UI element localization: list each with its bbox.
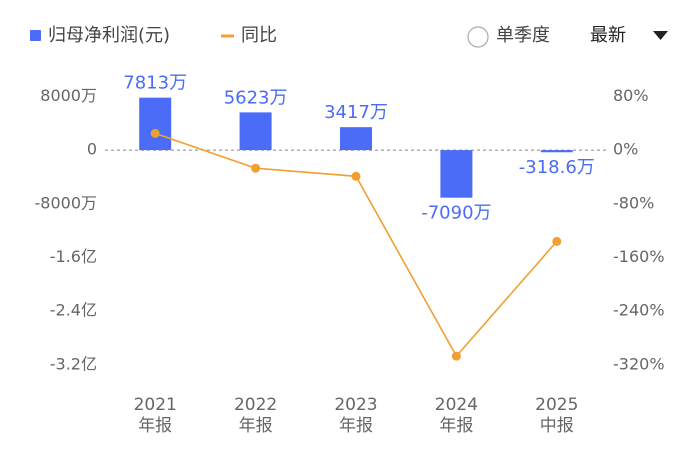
value-label: 3417万 bbox=[324, 102, 388, 123]
x-tick-label: 年报 bbox=[138, 416, 172, 436]
y2-tick-label: 0% bbox=[613, 140, 638, 159]
y-tick-label: -2.4亿 bbox=[50, 301, 97, 320]
x-tick-label: 年报 bbox=[439, 416, 473, 436]
dropdown-arrow[interactable] bbox=[653, 31, 668, 40]
toggle-label[interactable]: 单季度 bbox=[496, 25, 550, 46]
point bbox=[351, 171, 361, 181]
y-tick-label: -3.2亿 bbox=[50, 354, 97, 373]
y-tick-label: -1.6亿 bbox=[50, 247, 97, 266]
x-tick-label: 2024 bbox=[435, 395, 478, 415]
x-tick-label: 年报 bbox=[239, 416, 273, 436]
x-tick-label: 中报 bbox=[540, 416, 574, 436]
y2-tick-label: -320% bbox=[613, 354, 665, 373]
x-tick-label: 2025 bbox=[535, 395, 578, 415]
y2-tick-label: -240% bbox=[613, 301, 665, 320]
value-label: 5623万 bbox=[224, 87, 288, 108]
point bbox=[150, 128, 160, 138]
x-tick-label: 2022 bbox=[234, 395, 277, 415]
bar bbox=[239, 112, 272, 151]
x-tick-label: 2023 bbox=[334, 395, 377, 415]
legend-swatch bbox=[30, 30, 41, 41]
legend-label: 同比 bbox=[241, 25, 277, 46]
value-label: -318.6万 bbox=[519, 157, 595, 178]
bar bbox=[139, 97, 172, 151]
point bbox=[451, 351, 461, 361]
x-tick-label: 年报 bbox=[339, 416, 373, 436]
point bbox=[251, 163, 261, 173]
toggle[interactable]: 单季度 bbox=[467, 25, 550, 48]
dropdown[interactable]: 最新 bbox=[590, 25, 668, 46]
y-tick-label: 8000万 bbox=[40, 86, 97, 105]
y2-tick-label: -160% bbox=[613, 247, 665, 266]
point bbox=[552, 236, 562, 246]
y-tick-label: -8000万 bbox=[35, 193, 98, 212]
dropdown-label[interactable]: 最新 bbox=[590, 25, 626, 46]
legend-label: 归母净利润(元) bbox=[48, 25, 170, 46]
bar bbox=[540, 150, 573, 153]
y2-tick-label: -80% bbox=[613, 193, 654, 212]
bar bbox=[440, 150, 473, 198]
y2-tick-label: 80% bbox=[613, 86, 649, 105]
bar bbox=[340, 127, 372, 151]
radio[interactable] bbox=[467, 26, 489, 48]
x-tick-label: 2021 bbox=[134, 395, 177, 415]
y-tick-label: 0 bbox=[87, 140, 97, 159]
value-label: 7813万 bbox=[123, 73, 187, 94]
value-label: -7090万 bbox=[421, 203, 491, 224]
line bbox=[154, 132, 558, 358]
